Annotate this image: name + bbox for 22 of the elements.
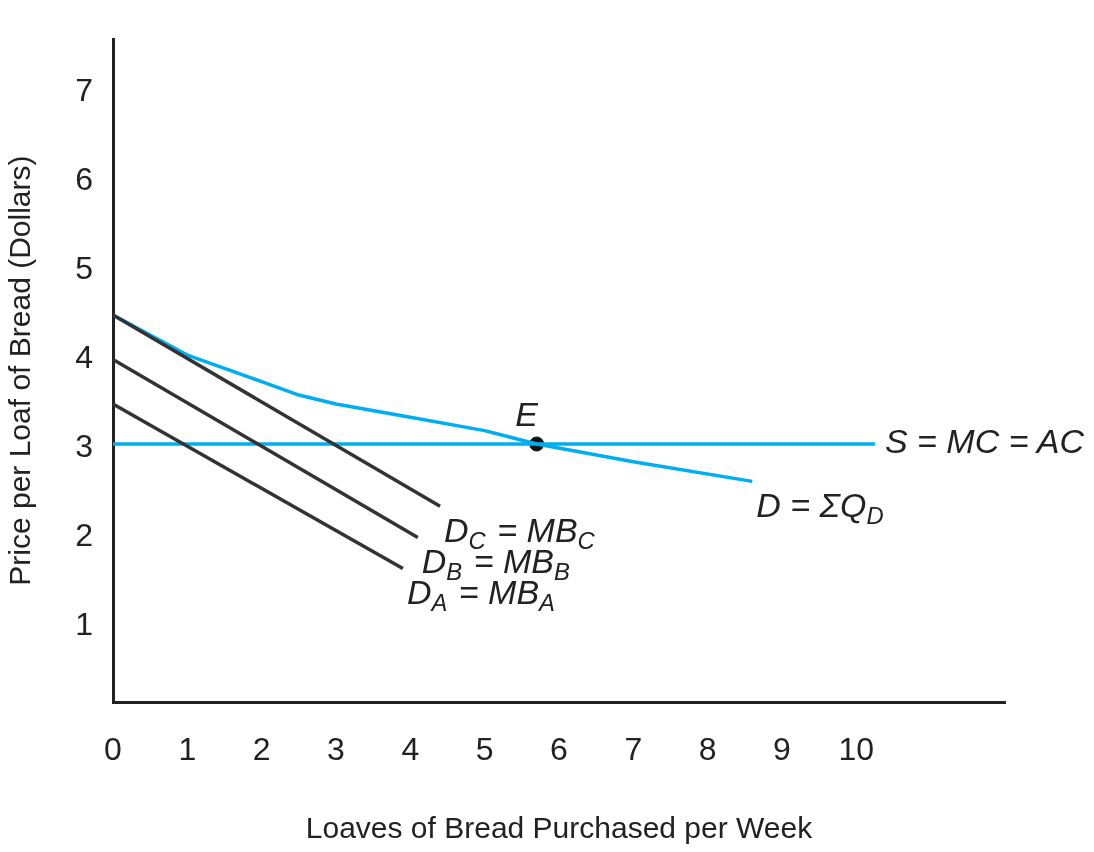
x-tick-label: 1 <box>178 731 197 768</box>
y-tick-label: 4 <box>75 339 93 376</box>
y-axis-title: Price per Loaf of Bread (Dollars) <box>3 155 37 586</box>
annotation: E <box>515 395 539 434</box>
y-tick-label: 7 <box>75 72 93 109</box>
x-tick-label: 7 <box>624 731 643 768</box>
x-tick-label: 8 <box>698 731 717 768</box>
y-tick-label: 6 <box>75 161 93 198</box>
x-tick-label: 3 <box>327 731 345 768</box>
y-tick-label: 2 <box>75 517 93 554</box>
x-tick-label: 0 <box>104 731 122 768</box>
x-axis-title: Loaves of Bread Purchased per Week <box>305 811 814 845</box>
series-label: S = MC = AC <box>884 422 1085 461</box>
x-tick-label: 6 <box>550 731 568 768</box>
x-tick-label: 9 <box>773 731 791 768</box>
x-tick-label: 5 <box>475 731 494 768</box>
x-tick-label: 2 <box>252 731 271 768</box>
y-tick-label: 3 <box>75 428 93 465</box>
y-tick-label: 5 <box>75 250 93 287</box>
y-tick-label: 1 <box>75 606 93 643</box>
x-tick-label: 10 <box>838 731 875 768</box>
x-tick-label: 4 <box>401 731 420 768</box>
